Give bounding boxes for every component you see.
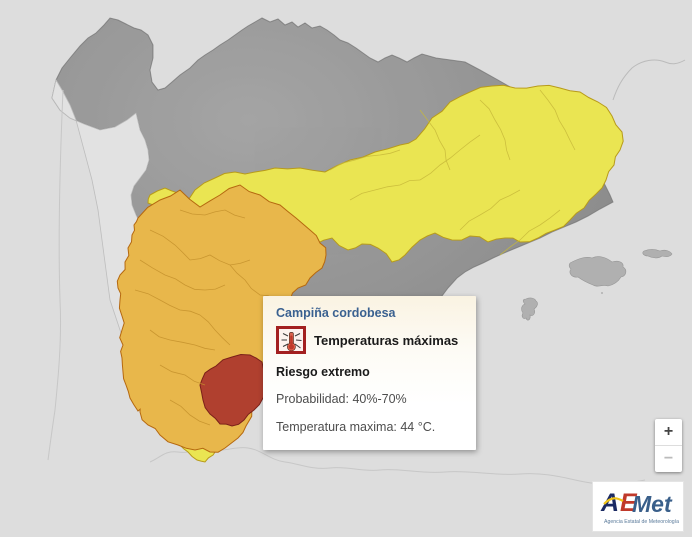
- svg-text:Met: Met: [632, 491, 673, 517]
- svg-text:Agencia Estatal de Meteorologí: Agencia Estatal de Meteorología: [604, 519, 679, 525]
- svg-text:A: A: [600, 489, 619, 517]
